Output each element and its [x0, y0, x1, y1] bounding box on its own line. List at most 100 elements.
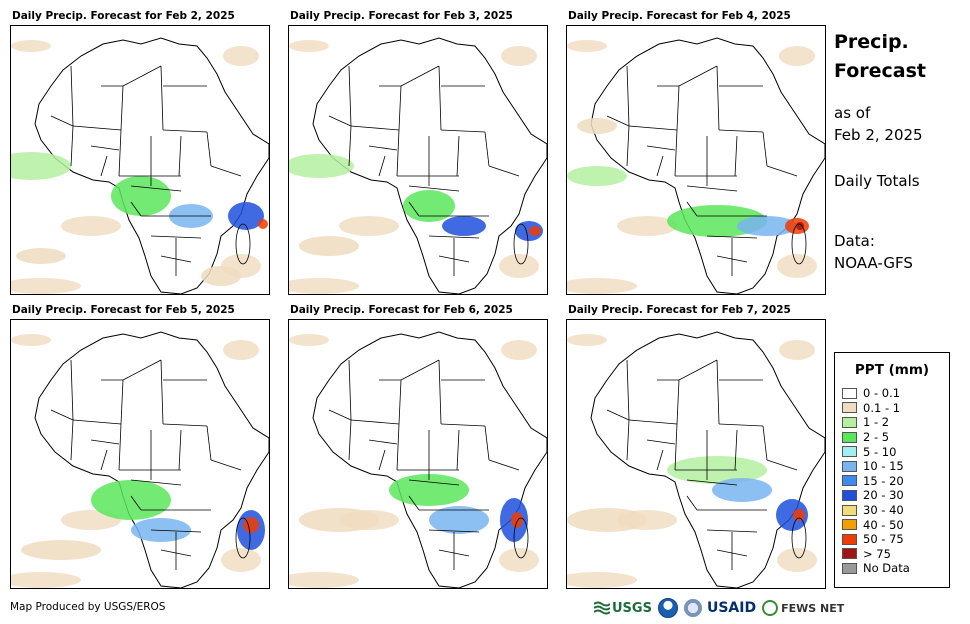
- dry-area: [223, 340, 259, 360]
- legend-swatch: [842, 489, 857, 501]
- usgs-waves-icon: [594, 601, 610, 615]
- precip-map: [566, 319, 826, 589]
- country-border: [456, 429, 460, 471]
- country-border: [628, 419, 678, 425]
- dry-area: [339, 216, 399, 236]
- africa-map-svg: [11, 331, 269, 588]
- country-border: [150, 235, 202, 239]
- usgs-logo: USGS: [594, 601, 652, 616]
- dry-area: [11, 40, 51, 52]
- legend-label: 5 - 10: [863, 444, 897, 459]
- madagascar-outline: [235, 223, 251, 265]
- country-border: [206, 131, 212, 167]
- dry-area: [501, 46, 537, 66]
- fews-net-logo: FEWS NET: [762, 600, 844, 616]
- dry-area: [777, 548, 817, 572]
- legend-label: No Data: [863, 561, 910, 576]
- panel-title: Daily Precip. Forecast for Feb 5, 2025: [12, 304, 235, 316]
- legend-label: 10 - 15: [863, 459, 904, 474]
- africa-map-svg: [11, 37, 269, 294]
- country-border: [348, 65, 352, 127]
- country-border: [706, 235, 758, 239]
- dry-area: [289, 572, 359, 588]
- country-border: [706, 529, 758, 533]
- data-label: Data:: [834, 232, 875, 250]
- legend-label: 0 - 0.1: [863, 386, 901, 401]
- precip-area: [299, 236, 359, 256]
- legend-item: 5 - 10: [842, 444, 949, 459]
- country-border: [130, 201, 142, 217]
- country-border: [178, 429, 182, 471]
- legend-swatch: [842, 504, 857, 516]
- country-border: [686, 201, 698, 217]
- country-border: [606, 115, 630, 127]
- dry-area: [499, 548, 539, 572]
- country-border: [72, 125, 122, 131]
- country-border: [70, 419, 74, 461]
- madagascar-outline: [235, 517, 251, 559]
- precip-area: [258, 219, 268, 229]
- country-border: [90, 439, 120, 445]
- country-border: [378, 449, 386, 471]
- dry-area: [289, 278, 359, 294]
- country-border: [348, 125, 352, 167]
- country-border: [162, 423, 208, 427]
- side-title-line1: Precip.: [834, 31, 909, 53]
- legend-title: PPT (mm): [854, 362, 930, 378]
- country-border: [160, 359, 164, 425]
- country-border: [130, 495, 142, 511]
- country-border: [440, 129, 486, 133]
- country-border: [90, 145, 120, 151]
- country-border: [328, 409, 352, 421]
- precip-area: [11, 152, 71, 180]
- africa-map-svg: [289, 331, 547, 588]
- precip-area: [567, 508, 647, 532]
- noaa-logo-icon: [657, 598, 678, 618]
- country-border: [628, 125, 678, 131]
- precip-area: [567, 166, 627, 186]
- side-title-line2: Forecast: [834, 60, 926, 82]
- legend-item: 40 - 50: [842, 517, 949, 532]
- country-border: [488, 459, 520, 471]
- country-border: [50, 409, 74, 421]
- country-border: [762, 131, 768, 167]
- legend-item: 50 - 75: [842, 532, 949, 547]
- country-border: [716, 65, 720, 131]
- madagascar-outline: [513, 223, 529, 265]
- precip-area: [91, 480, 171, 520]
- legend-label: > 75: [863, 546, 891, 561]
- country-border: [646, 145, 676, 151]
- data-source: NOAA-GFS: [834, 254, 913, 272]
- dry-area: [567, 572, 637, 588]
- precip-area: [228, 202, 264, 230]
- legend-label: 20 - 30: [863, 488, 904, 503]
- country-border: [766, 165, 798, 177]
- dry-area: [11, 278, 81, 294]
- dry-area: [777, 254, 817, 278]
- continent-outline: [312, 37, 547, 294]
- country-border: [626, 359, 630, 421]
- country-border: [348, 359, 352, 421]
- precip-area: [21, 540, 101, 560]
- dry-area: [499, 254, 539, 278]
- precip-map: [288, 319, 548, 589]
- country-border: [162, 129, 208, 133]
- country-border: [160, 65, 164, 131]
- country-border: [50, 115, 74, 127]
- country-border: [438, 359, 442, 425]
- madagascar-outline: [513, 517, 529, 559]
- precip-area: [511, 512, 523, 528]
- madagascar-outline: [791, 517, 807, 559]
- precip-map: [288, 25, 548, 295]
- country-border: [408, 201, 420, 217]
- legend-swatch: [842, 562, 857, 574]
- legend-item: 15 - 20: [842, 474, 949, 489]
- legend-label: 15 - 20: [863, 473, 904, 488]
- dry-area: [501, 340, 537, 360]
- country-border: [130, 185, 182, 192]
- panel-title: Daily Precip. Forecast for Feb 2, 2025: [12, 10, 235, 22]
- legend-label: 0.1 - 1: [863, 400, 901, 415]
- country-border: [100, 449, 108, 471]
- precip-area: [712, 478, 772, 502]
- country-border: [606, 409, 630, 421]
